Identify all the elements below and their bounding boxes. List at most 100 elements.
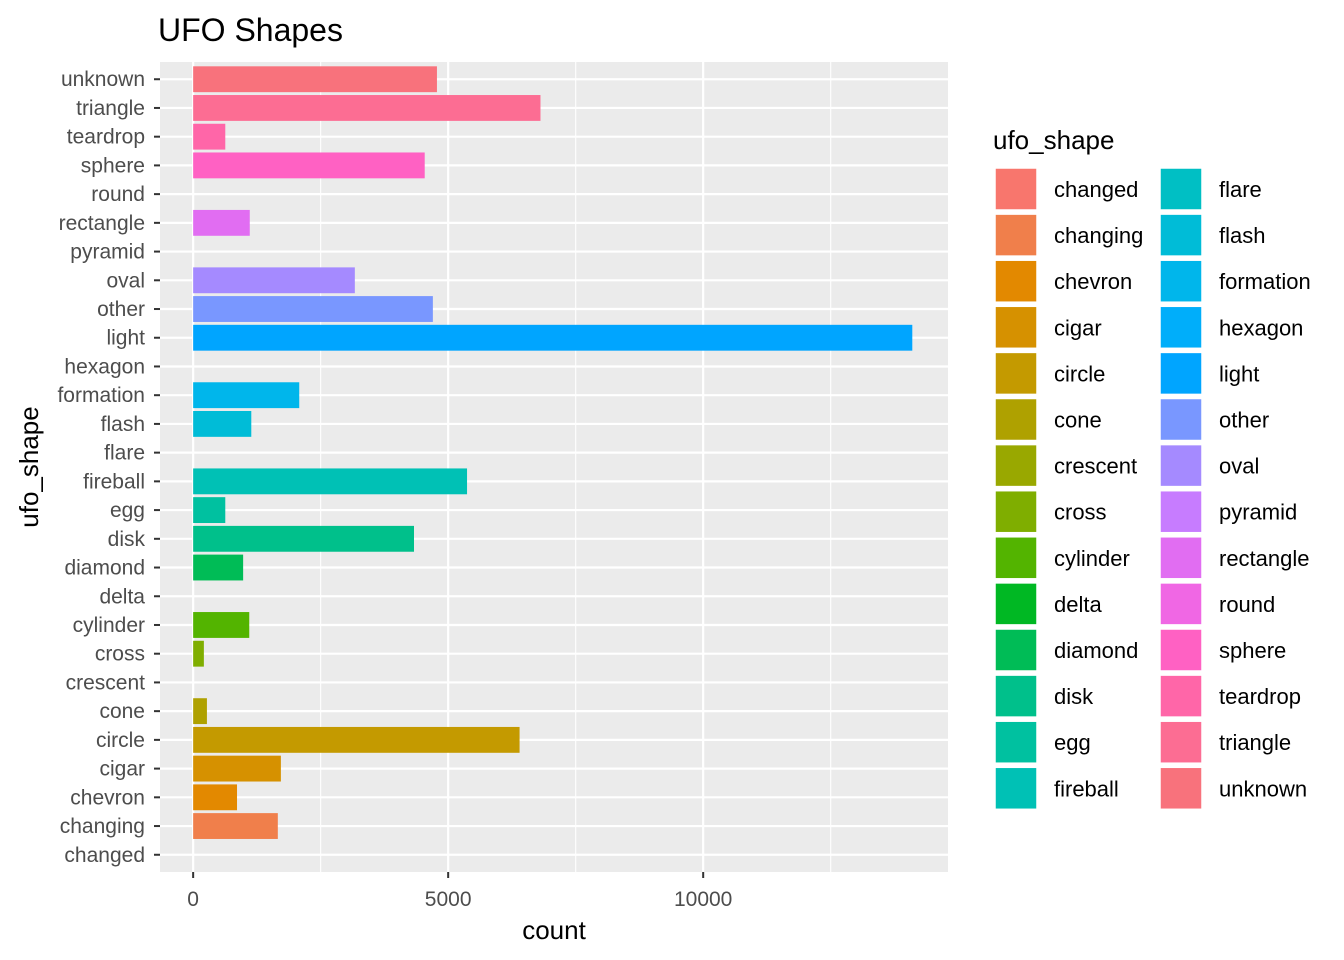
legend-key-changed (994, 167, 1038, 211)
y-tick-label: triangle (76, 97, 145, 120)
legend-label: unknown (1219, 776, 1307, 801)
legend-key-round (1159, 582, 1203, 626)
legend-key-diamond (994, 628, 1038, 672)
legend-key-triangle (1159, 720, 1203, 764)
bar-other (193, 296, 433, 322)
legend-label: changing (1054, 223, 1143, 248)
legend-key-rectangle (1159, 536, 1203, 580)
y-tick-label: other (97, 298, 145, 321)
legend-key-formation (1159, 259, 1203, 303)
legend-label: cone (1054, 408, 1102, 433)
legend-label: triangle (1219, 730, 1291, 755)
y-tick-label: cross (95, 643, 145, 666)
legend-label: round (1219, 592, 1275, 617)
bar-flash (193, 410, 252, 437)
legend-key-delta (994, 582, 1038, 626)
legend-label: changed (1054, 177, 1138, 202)
legend-label: other (1219, 408, 1269, 433)
bar-oval (193, 267, 355, 294)
y-tick-label: unknown (61, 68, 145, 91)
x-tick-label: 0 (187, 888, 199, 911)
y-tick-label: round (91, 183, 145, 206)
bar-changing (193, 813, 278, 839)
y-tick-label: hexagon (64, 355, 145, 378)
legend-label: light (1219, 361, 1259, 386)
legend-label: flash (1219, 223, 1265, 248)
legend-key-egg (994, 720, 1038, 764)
y-tick-label: flare (104, 442, 145, 465)
y-tick-label: circle (96, 729, 145, 752)
bar-cross (193, 640, 204, 667)
legend-key-unknown (1159, 766, 1203, 811)
legend-label: cross (1054, 500, 1107, 525)
y-tick-label: disk (108, 528, 146, 551)
bar-cigar (193, 755, 281, 782)
y-tick-label: changed (64, 844, 145, 867)
legend-key-hexagon (1159, 305, 1203, 350)
bar-light (193, 324, 913, 351)
y-tick-label: diamond (64, 557, 145, 580)
bars-group (193, 66, 913, 839)
bar-rectangle (193, 209, 250, 236)
major-gridlines (160, 62, 948, 872)
legend-key-sphere (1159, 628, 1203, 672)
legend-key-cross (994, 489, 1038, 534)
bar-cone (193, 698, 207, 725)
bar-diamond (193, 554, 244, 581)
legend-label: sphere (1219, 638, 1286, 663)
legend-key-cone (994, 397, 1038, 442)
y-tick-label: formation (57, 384, 145, 407)
x-axis: 0 5000 10000 (187, 872, 732, 911)
legend-label: teardrop (1219, 684, 1301, 709)
legend-key-flash (1159, 213, 1203, 257)
y-tick-label: light (106, 327, 145, 350)
legend-key-light (1159, 351, 1203, 396)
bar-triangle (193, 95, 541, 121)
bar-sphere (193, 152, 425, 179)
legend-key-chevron (994, 259, 1038, 303)
legend-label: chevron (1054, 269, 1132, 294)
y-tick-label: crescent (66, 671, 146, 694)
y-axis: changed changing chevron cigar circle cone cre… (57, 68, 160, 867)
y-tick-label: cylinder (73, 614, 145, 637)
y-tick-label: pyramid (70, 241, 145, 264)
y-tick-label: oval (106, 269, 145, 292)
legend-key-cigar (994, 305, 1038, 350)
bar-formation (193, 382, 300, 409)
y-tick-label: rectangle (59, 212, 145, 235)
legend-key-pyramid (1159, 489, 1203, 534)
legend-label: fireball (1054, 776, 1119, 801)
bar-disk (193, 525, 414, 552)
legend-key-circle (994, 351, 1038, 396)
bar-unknown (193, 66, 437, 93)
y-tick-label: cone (99, 700, 145, 723)
y-tick-label: sphere (81, 154, 145, 177)
legend-label: cigar (1054, 315, 1102, 340)
y-axis-title: ufo_shape (14, 406, 44, 527)
y-tick-label: fireball (83, 470, 145, 493)
y-tick-label: cigar (99, 758, 145, 781)
bar-circle (193, 726, 520, 753)
y-tick-label: teardrop (67, 126, 145, 149)
bar-teardrop (193, 123, 226, 150)
y-tick-label: flash (101, 413, 145, 436)
y-tick-label: delta (99, 585, 145, 608)
x-axis-title: count (522, 915, 586, 945)
legend-title: ufo_shape (993, 125, 1114, 155)
legend-key-crescent (994, 443, 1038, 488)
legend-label: flare (1219, 177, 1262, 202)
legend-key-fireball (994, 766, 1038, 811)
legend-key-oval (1159, 443, 1203, 488)
legend-key-teardrop (1159, 674, 1203, 718)
legend-label: pyramid (1219, 500, 1297, 525)
legend-label: oval (1219, 454, 1259, 479)
legend-key-flare (1159, 167, 1203, 211)
legend-label: delta (1054, 592, 1102, 617)
chart-title: UFO Shapes (158, 12, 343, 48)
legend-label: formation (1219, 269, 1311, 294)
legend-key-other (1159, 397, 1203, 442)
legend: ufo_shape changed changing chevron cigar cir… (993, 125, 1311, 811)
bar-cylinder (193, 612, 250, 638)
legend-label: egg (1054, 730, 1091, 755)
legend-label: circle (1054, 361, 1105, 386)
